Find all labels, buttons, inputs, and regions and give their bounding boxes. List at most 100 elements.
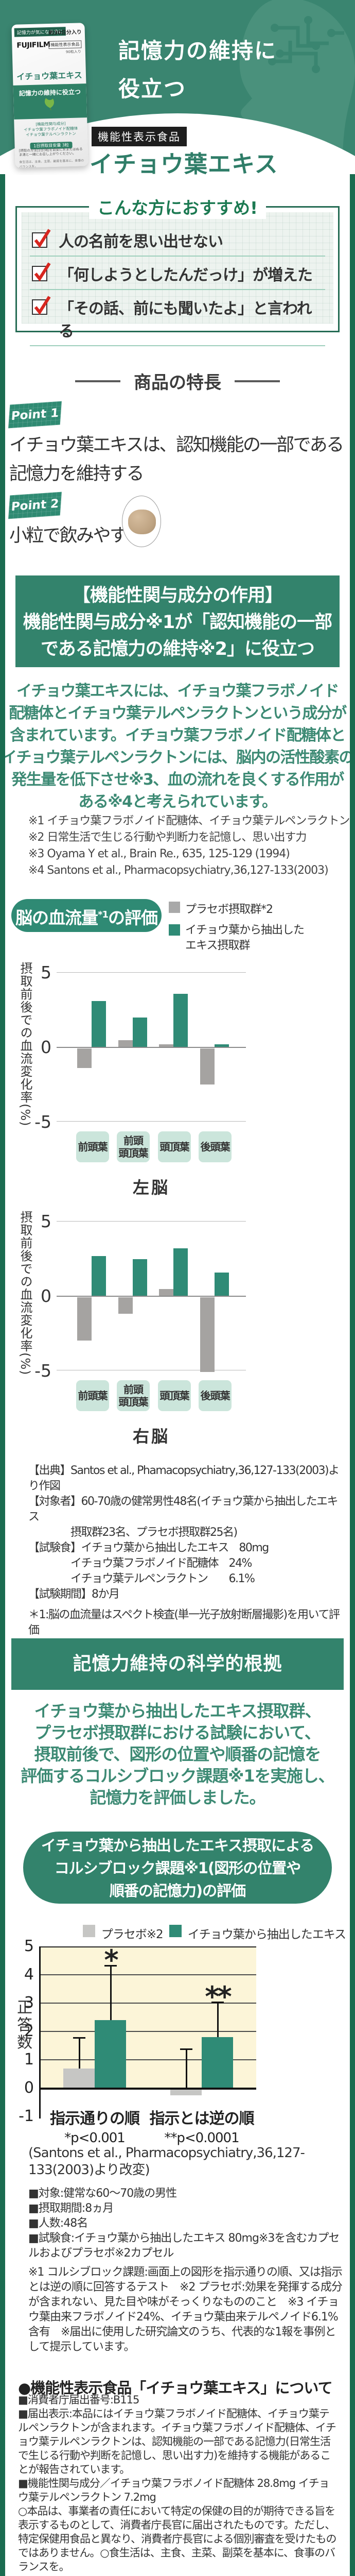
package-usage: [摂取の方法]1日3粒を目安に水またはぬるま湯と一緒にお召し上がりください。 [19, 147, 83, 157]
placebo-swatch [169, 902, 180, 913]
y-tick: 0 [41, 1037, 51, 1057]
product-package-image: 記憶力が気になる方に 約30日分入り FUJIFILM 機能性表示食品 90粒入… [11, 23, 88, 168]
y-tick: 4 [24, 1965, 34, 1984]
y-axis-line [39, 1946, 41, 2119]
brand-logo: FUJIFILM [16, 40, 50, 50]
extract-bar-1 [132, 1259, 147, 1296]
extract-bar-2 [173, 993, 188, 1047]
ginkgo-leaf-icon [45, 98, 54, 111]
placebo-swatch [82, 1925, 95, 1937]
dash-decoration [235, 380, 280, 382]
category-chip: 前頭葉 [76, 1380, 109, 1411]
gridline [40, 2031, 256, 2032]
placebo-bar-3 [200, 1048, 215, 1084]
placebo-bar-2 [159, 1289, 173, 1296]
extract-bar-1 [132, 1018, 147, 1047]
category-chip: 前頭 頭頂葉 [117, 1380, 150, 1411]
y-tick: 5 [24, 1937, 34, 1955]
bloodflow-title-pill: 脳の血流量*1の評価 [11, 899, 162, 932]
claim-line: である記憶力の維持※2」に役立つ [40, 639, 315, 659]
claim-line: 【機能性関与成分の作用】 [72, 585, 283, 606]
bar-plot-area [57, 1221, 246, 1372]
extract-swatch [169, 924, 180, 936]
recommend-title: こんな方におすすめ! [17, 194, 338, 219]
package-product-name: イチョウ葉エキス [16, 70, 83, 82]
package-count: 90粒入り [65, 49, 81, 55]
tablet-image [122, 496, 161, 547]
package-green-band: 記憶力の維持に役立つ [13, 83, 87, 120]
significance-mark: ** [205, 1980, 232, 2013]
x-label-group2: 指示とは逆の順 **p<0.0001 [149, 2110, 255, 2146]
y-tick: 5 [41, 1211, 51, 1231]
chart-x-label: 右脳 [132, 1427, 170, 1446]
y-tick: -1 [19, 2107, 34, 2125]
hero-headline-line1: 記憶力の維持に [118, 38, 277, 63]
red-check-icon [32, 229, 51, 248]
about-block: ■消費者庁届出番号:B115 ■届出表示:本品にはイチョウ葉フラボノイド配糖体、… [18, 2394, 337, 2573]
point2-text: 小粒で飲みやすい [9, 526, 145, 546]
error-bar-cap [211, 2002, 224, 2004]
y-axis-label: 摂取前後での血流変化率(%) [18, 962, 32, 1127]
dash-decoration [75, 380, 120, 382]
extract-swatch [169, 1925, 182, 1937]
error-bar [110, 1964, 112, 2020]
gridline [40, 1974, 256, 1975]
placebo-bar-0 [77, 1048, 92, 1068]
page-title: イチョウ葉エキス [90, 150, 278, 175]
function-claim-box: 【機能性関与成分の作用】 機能性関与成分※1が「認知機能の一部 である記憶力の維… [15, 575, 340, 667]
y-tick: 5 [41, 962, 51, 982]
placebo-bar-1 [170, 2090, 202, 2095]
placebo-bar-0 [63, 2068, 95, 2088]
error-bar-cap [180, 2048, 192, 2050]
point1-badge: Point 1 [8, 401, 62, 429]
footnotes-block: ※1 イチョウ葉フラボノイド配糖体、イチョウ葉テルペンラクトン ※2 日常生活で… [28, 815, 350, 877]
package-ingredients: [機能性関与成分] イチョウ葉フラボノイド配糖体 イチョウ葉テルペンラクトン [14, 121, 87, 138]
error-bar [78, 2037, 80, 2069]
y-tick: -5 [34, 1361, 51, 1381]
features-heading: 商品の特長 [0, 368, 355, 394]
y-tick: 3 [24, 1994, 34, 2012]
extract-bar-1 [202, 2037, 233, 2088]
category-chip: 頭頂葉 [158, 1131, 191, 1162]
y-tick: 1 [24, 2050, 34, 2069]
chart-x-label: 左脳 [132, 1178, 170, 1197]
about-heading: ●機能性表示食品「イチョウ葉エキス」について [18, 2379, 333, 2397]
bar-plot-area [57, 972, 246, 1122]
corsi-title-box: イチョウ葉から抽出したエキス摂取による コルシブロック課題※1(図形の位置や 順… [23, 1832, 332, 1904]
corsi-citation: (Santons et al., Pharmacopsychiatry,36,1… [28, 2145, 305, 2178]
package-foshu-box: 機能性表示食品 [48, 40, 82, 49]
hero-headline-line2: 役立つ [118, 76, 187, 101]
placebo-bar-2 [159, 1044, 173, 1047]
zero-line [40, 2088, 256, 2090]
category-badge: 機能性表示食品 [92, 127, 187, 146]
extract-bar-0 [92, 1001, 106, 1047]
category-chip: 前頭 頭頂葉 [117, 1131, 150, 1162]
page-border-left [0, 174, 5, 2576]
y-tick: -5 [34, 1112, 51, 1132]
corsi-footnotes: ※1 コルシブロック課題:画面上の図形を指示通りの順、又は指示とは逆の順に回答す… [28, 2266, 343, 2353]
gridline [40, 2059, 256, 2060]
x-label-group1: 指示通りの順 *p<0.001 [50, 2110, 140, 2146]
tablet-pill [128, 510, 156, 534]
checklist-item: 「その話、前にも聞いたよ」と言われる [30, 295, 325, 346]
red-check-icon [32, 296, 51, 315]
extract-bar-2 [173, 1248, 188, 1296]
page-border-right [350, 174, 355, 2576]
placebo-bar-1 [118, 1297, 133, 1314]
y-axis-label: 正答数 [14, 1999, 32, 2052]
significance-mark: * [104, 1943, 118, 1976]
placebo-bar-1 [118, 1040, 133, 1047]
chart-legend: プラセボ※2 イチョウ葉から抽出したエキス [82, 1924, 346, 1942]
evidence-banner: 記憶力維持の科学的根拠 [11, 1638, 344, 1690]
checklist-item: 「何しようとしたんだっけ」が増えた [30, 261, 325, 290]
category-chip: 頭頂葉 [158, 1380, 191, 1411]
legend-extract: イチョウ葉から抽出した エキス摂取群 [169, 923, 305, 954]
checklist-item: 人の名前を思い出せない [30, 228, 325, 257]
error-bar-cap [73, 2037, 85, 2039]
package-band-text: 記憶力の維持に役立つ [19, 88, 81, 97]
placebo-bar-0 [77, 1297, 92, 1341]
package-days: 約30日分入り [48, 29, 82, 37]
extract-bar-0 [95, 2020, 126, 2088]
red-check-icon [32, 262, 51, 282]
